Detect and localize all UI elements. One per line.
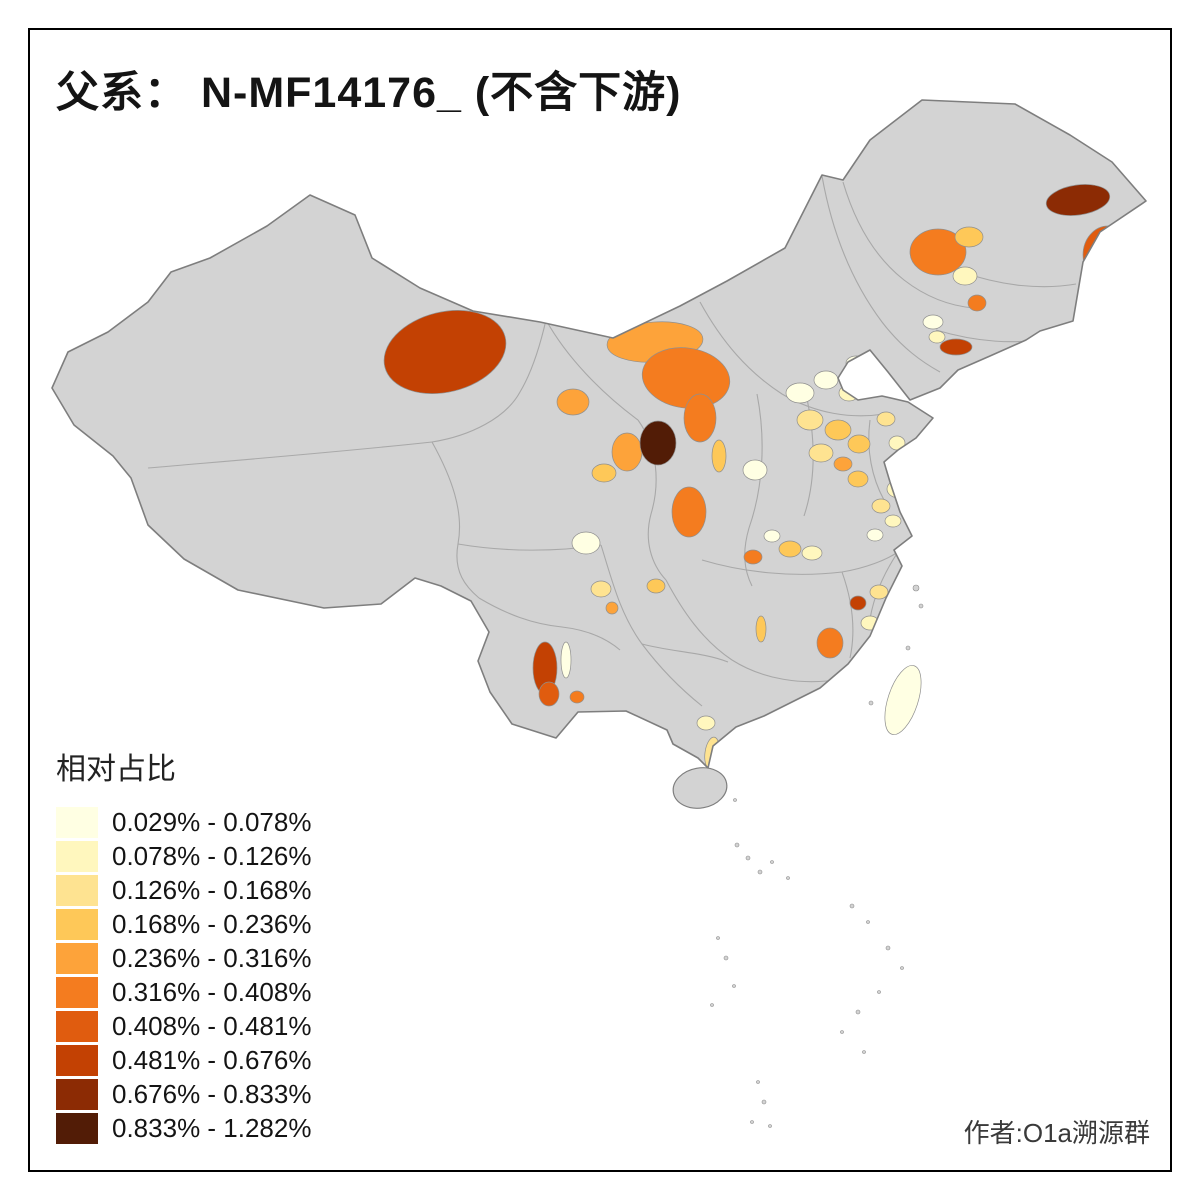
legend-label: 0.408% - 0.481% xyxy=(112,1011,312,1041)
map-region xyxy=(641,347,731,409)
map-region xyxy=(922,314,944,330)
map-region xyxy=(711,439,727,473)
map-region xyxy=(569,690,585,704)
map-region xyxy=(646,578,666,594)
map-region xyxy=(763,529,781,543)
map-region xyxy=(560,641,572,679)
map-region xyxy=(538,681,560,707)
legend-item: 0.316% - 0.408% xyxy=(56,976,311,1009)
map-region xyxy=(847,470,869,488)
map-region xyxy=(792,698,824,722)
legend-swatch xyxy=(56,1079,98,1110)
legend-label: 0.126% - 0.168% xyxy=(112,875,312,905)
map-region xyxy=(742,459,768,481)
legend-swatch xyxy=(56,1113,98,1144)
legend-swatch xyxy=(56,807,98,838)
legend-swatch xyxy=(56,1045,98,1076)
map-region xyxy=(611,432,643,472)
legend-item: 0.833% - 1.282% xyxy=(56,1112,311,1145)
map-region xyxy=(847,434,871,454)
map-region xyxy=(833,456,853,472)
legend-item: 0.029% - 0.078% xyxy=(56,806,311,839)
island-regions xyxy=(884,665,922,735)
map-region xyxy=(683,393,717,443)
map-region xyxy=(813,370,839,390)
map-region xyxy=(556,388,590,416)
legend-item: 0.126% - 0.168% xyxy=(56,874,311,907)
legend-label: 0.676% - 0.833% xyxy=(112,1079,312,1109)
legend-rows: 0.029% - 0.078% 0.078% - 0.126% 0.126% -… xyxy=(56,806,311,1146)
map-region xyxy=(928,330,946,344)
legend: 相对占比 0.029% - 0.078% 0.078% - 0.126% 0.1… xyxy=(56,744,311,1146)
legend-item: 0.481% - 0.676% xyxy=(56,1044,311,1077)
map-region xyxy=(884,665,922,735)
map-region xyxy=(671,486,707,538)
map-region xyxy=(883,604,901,620)
map-region xyxy=(1045,184,1111,216)
map-region xyxy=(383,310,507,394)
map-region xyxy=(796,409,824,431)
legend-swatch xyxy=(56,841,98,872)
author-credit: 作者:O1a溯源群 xyxy=(963,1118,1150,1148)
legend-item: 0.236% - 0.316% xyxy=(56,942,311,975)
map-region xyxy=(869,584,889,600)
legend-label: 0.029% - 0.078% xyxy=(112,807,312,837)
map-region xyxy=(571,531,601,555)
map-region xyxy=(824,419,852,441)
legend-item: 0.078% - 0.126% xyxy=(56,840,311,873)
legend-label: 0.833% - 1.282% xyxy=(112,1113,312,1143)
legend-swatch xyxy=(56,1011,98,1042)
legend-label: 0.316% - 0.408% xyxy=(112,977,312,1007)
map-region xyxy=(778,540,802,558)
legend-title: 相对占比 xyxy=(56,753,176,786)
map-region xyxy=(871,498,891,514)
map-region xyxy=(909,228,967,276)
map-region xyxy=(816,627,844,659)
map-region xyxy=(876,411,896,427)
map-region xyxy=(866,528,884,542)
legend-swatch xyxy=(56,909,98,940)
map-region xyxy=(639,420,677,466)
map-region xyxy=(952,266,978,286)
map-region xyxy=(605,601,619,615)
map-region xyxy=(1082,225,1134,285)
map-region xyxy=(801,545,823,561)
map-region xyxy=(954,226,984,248)
map-region xyxy=(967,294,987,312)
map-region xyxy=(785,382,815,404)
legend-label: 0.168% - 0.236% xyxy=(112,909,312,939)
legend-swatch xyxy=(56,875,98,906)
legend-item: 0.676% - 0.833% xyxy=(56,1078,311,1111)
map-region xyxy=(755,615,767,643)
map-region xyxy=(591,463,617,483)
map-region xyxy=(811,710,825,722)
map-region xyxy=(939,338,973,356)
colored-regions xyxy=(383,184,1134,768)
map-region xyxy=(849,595,867,611)
map-region xyxy=(884,514,902,528)
map-region xyxy=(888,435,906,451)
legend-label: 0.078% - 0.126% xyxy=(112,841,312,871)
map-region xyxy=(808,443,834,463)
legend-swatch xyxy=(56,977,98,1008)
legend-item: 0.168% - 0.236% xyxy=(56,908,311,941)
map-region xyxy=(696,715,716,731)
legend-label: 0.236% - 0.316% xyxy=(112,943,312,973)
small-islands xyxy=(710,584,924,1128)
map-region xyxy=(590,580,612,598)
page-title: 父系： N-MF14176_ (不含下游) xyxy=(56,69,682,117)
china-mainland xyxy=(52,100,1146,768)
legend-label: 0.481% - 0.676% xyxy=(112,1045,312,1075)
legend-item: 0.408% - 0.481% xyxy=(56,1010,311,1043)
hainan-island xyxy=(672,767,728,809)
map-region xyxy=(743,549,763,565)
legend-swatch xyxy=(56,943,98,974)
